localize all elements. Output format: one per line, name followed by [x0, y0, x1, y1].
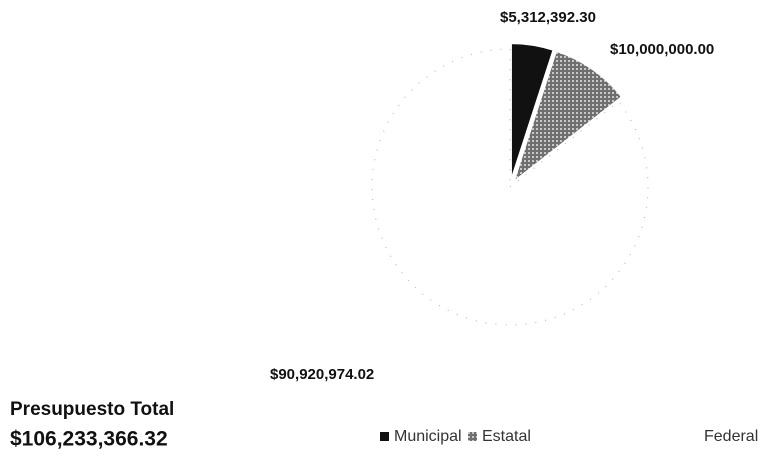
legend-label: Estatal	[482, 428, 531, 445]
data-label: $90,920,974.02	[270, 366, 374, 383]
legend-swatch	[380, 432, 389, 441]
pie-slice	[509, 42, 555, 182]
legend-swatch	[690, 432, 699, 441]
total-value: $106,233,366.32	[10, 428, 168, 451]
pie-slice	[371, 48, 649, 326]
legend-label: Municipal	[394, 428, 462, 445]
legend-label: Federal	[704, 428, 758, 445]
legend-swatch	[468, 432, 477, 441]
pie-slice	[511, 49, 624, 185]
data-label: $5,312,392.30	[500, 9, 596, 26]
data-label: $10,000,000.00	[610, 41, 714, 58]
total-title: Presupuesto Total	[10, 399, 174, 420]
